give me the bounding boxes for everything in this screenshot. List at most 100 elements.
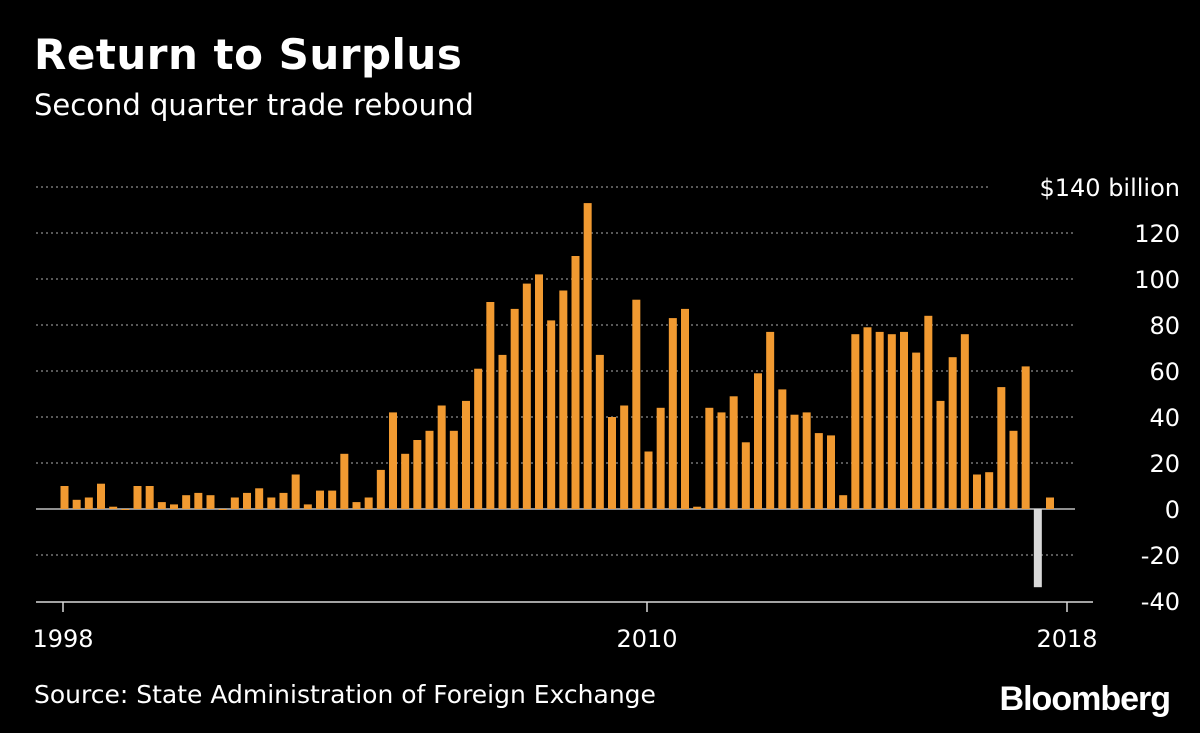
bar (632, 299, 641, 509)
bar (693, 506, 702, 509)
bar (121, 509, 130, 510)
bar (316, 490, 324, 509)
bar (960, 334, 969, 509)
bar (948, 357, 957, 509)
bar (218, 509, 227, 510)
bar (462, 400, 470, 509)
bar (133, 486, 142, 509)
y-tick-label: -20 (1141, 542, 1180, 570)
bar (778, 389, 787, 509)
chart-title: Return to Surplus (34, 30, 463, 79)
bar (255, 488, 264, 509)
bar (84, 497, 93, 509)
bar (851, 334, 860, 509)
source-note: Source: State Administration of Foreign … (34, 680, 656, 709)
bar (571, 256, 580, 509)
bar (194, 492, 203, 509)
bar (522, 283, 531, 509)
bar (376, 469, 385, 509)
bar (790, 414, 799, 509)
bar (1046, 497, 1054, 509)
bar (875, 331, 884, 509)
bar (352, 502, 361, 509)
bar (973, 474, 981, 509)
bar (656, 407, 665, 509)
y-tick-label: -40 (1141, 588, 1180, 616)
bar (157, 502, 166, 509)
bar (754, 373, 762, 509)
bar (437, 405, 446, 509)
y-tick-label: 100 (1134, 266, 1180, 294)
bar (595, 354, 604, 509)
bar (389, 412, 397, 509)
bar (303, 504, 312, 509)
bar (681, 308, 689, 509)
bar (644, 451, 653, 509)
y-tick-label: 60 (1149, 358, 1180, 386)
bar (547, 320, 556, 509)
bar (729, 396, 738, 509)
y-tick-label: 0 (1165, 496, 1180, 524)
bar (814, 433, 823, 509)
bar (498, 354, 507, 509)
bar (997, 387, 1006, 509)
bar (401, 453, 410, 509)
bar (182, 495, 191, 509)
bar (510, 308, 519, 509)
bar (340, 453, 349, 509)
x-axis (36, 601, 1093, 612)
bar (60, 486, 69, 509)
x-axis-labels: 1998 2010 2018 (32, 625, 1097, 653)
bar (97, 483, 105, 509)
bar (206, 495, 215, 509)
bar (486, 302, 495, 509)
bar (328, 490, 337, 509)
bar (535, 274, 543, 509)
bar (364, 497, 373, 509)
bar (741, 442, 750, 509)
bar (1009, 430, 1018, 509)
bar (887, 334, 896, 509)
bar (72, 499, 81, 509)
bar (912, 352, 921, 509)
bar (425, 430, 434, 509)
bar (474, 368, 483, 509)
x-tick-label: 1998 (32, 625, 93, 653)
bar (413, 440, 422, 509)
bar (827, 435, 835, 509)
y-axis-labels: -40 -20 0 20 40 60 80 100 120 $140 billion (1039, 174, 1180, 616)
bar (705, 407, 714, 509)
bar (900, 331, 908, 509)
y-tick-label: 20 (1149, 450, 1180, 478)
x-tick-label: 2010 (616, 625, 677, 653)
y-tick-label: 80 (1149, 312, 1180, 340)
bar (924, 315, 933, 509)
chart-subtitle: Second quarter trade rebound (34, 88, 474, 122)
bar (1021, 366, 1030, 509)
bar (620, 405, 629, 509)
bar (109, 506, 118, 509)
x-tick-label: 2018 (1036, 625, 1097, 653)
bar (170, 504, 178, 509)
y-tick-label: $140 billion (1039, 174, 1180, 202)
bar (717, 412, 726, 509)
bar (839, 495, 848, 509)
bar (291, 474, 300, 509)
bar (863, 327, 872, 509)
bloomberg-logo: Bloomberg (999, 680, 1171, 718)
bar (267, 497, 276, 509)
bar (559, 290, 568, 509)
bar (1033, 509, 1042, 588)
bar (243, 492, 251, 509)
bar (449, 430, 458, 509)
bar (766, 331, 775, 509)
y-tick-label: 40 (1149, 404, 1180, 432)
bar (583, 203, 592, 509)
bar (279, 492, 288, 509)
bar (668, 318, 677, 509)
bar (985, 472, 994, 509)
bars (60, 203, 1054, 588)
bar (145, 486, 154, 509)
y-tick-label: 120 (1134, 220, 1180, 248)
bar (802, 412, 811, 509)
